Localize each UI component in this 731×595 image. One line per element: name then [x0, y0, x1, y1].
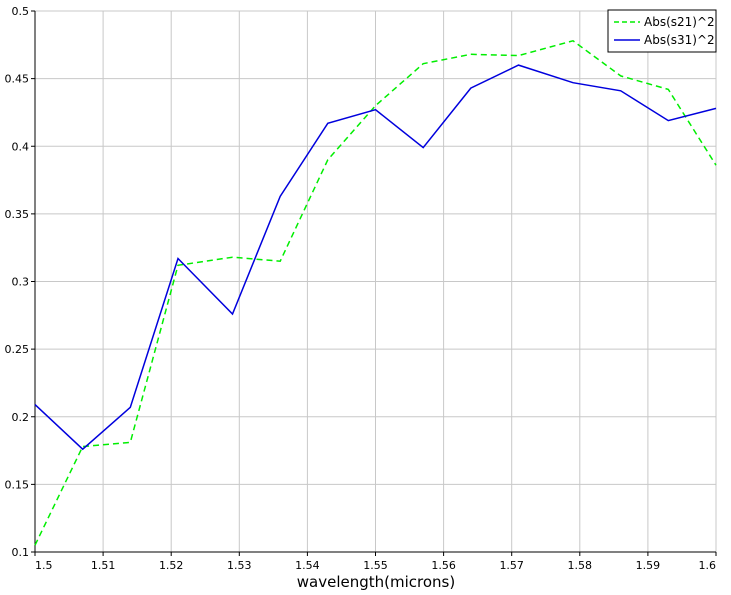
x-tick-label: 1.51: [91, 559, 116, 572]
x-tick-label: 1.54: [295, 559, 320, 572]
x-tick-label: 1.56: [431, 559, 456, 572]
y-tick-label: 0.45: [5, 73, 30, 86]
x-tick-label: 1.6: [699, 559, 717, 572]
x-tick-label: 1.53: [227, 559, 252, 572]
legend-label-1: Abs(s21)^2: [644, 15, 715, 29]
series-line-1: [34, 39, 717, 546]
y-tick-label: 0.15: [5, 478, 30, 491]
y-tick-label: 0.25: [5, 343, 30, 356]
y-tick-label: 0.35: [5, 208, 30, 221]
series-line-2: [34, 64, 717, 451]
y-tick-label: 0.5: [12, 5, 30, 18]
x-tick-label: 1.57: [499, 559, 524, 572]
x-tick-label: 1.5: [35, 559, 53, 572]
axes: [31, 10, 717, 556]
x-axis-label: wavelength(microns): [297, 573, 455, 591]
x-tick-label: 1.55: [363, 559, 388, 572]
x-tick-label: 1.52: [159, 559, 184, 572]
y-tick-label: 0.4: [12, 140, 30, 153]
tick-labels: 1.5 1.51 1.52 1.53 1.54 1.55 1.56 1.57 1.58 1.59 1…: [5, 5, 717, 572]
y-tick-label: 0.2: [12, 411, 30, 424]
y-tick-label: 0.3: [12, 276, 30, 289]
x-tick-label: 1.58: [568, 559, 593, 572]
y-tick-label: 0.1: [12, 546, 30, 559]
series-lines: [34, 39, 717, 546]
x-tick-label: 1.59: [636, 559, 661, 572]
legend-box: [607, 9, 717, 53]
legend-label-2: Abs(s31)^2: [644, 33, 715, 47]
legend: Abs(s21)^2 Abs(s31)^2: [607, 9, 717, 53]
